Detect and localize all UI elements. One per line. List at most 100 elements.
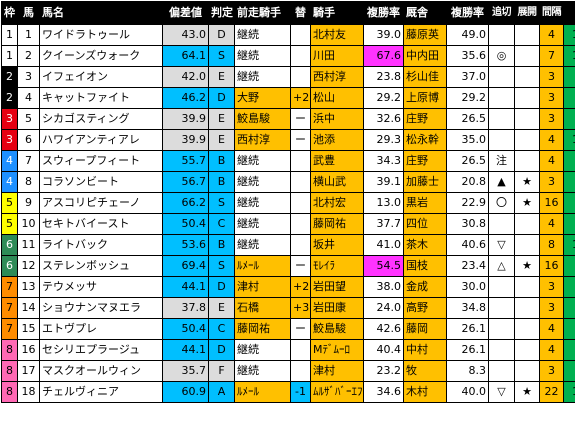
- jockey-rate: 29.2: [363, 87, 404, 109]
- jockey-name: ﾑﾙｻﾞﾊﾞｰｴﾌ: [310, 381, 364, 403]
- up-value: 7: [563, 192, 575, 214]
- jockey-rate: 29.3: [363, 129, 404, 151]
- header-jockey: 騎手: [310, 1, 364, 25]
- horse-number: 16: [17, 339, 40, 361]
- horse-name: アスコリピチェーノ: [39, 192, 163, 214]
- up-value: 5: [563, 87, 575, 109]
- jockey-change: [290, 66, 311, 88]
- tenkai-mark: [514, 108, 540, 130]
- tsuikiri-mark: [488, 108, 515, 130]
- prev-jockey: 継続: [234, 45, 291, 67]
- trainer-name: 牧: [403, 360, 447, 382]
- prev-jockey: 鮫島駿: [234, 108, 291, 130]
- up-value: 17: [563, 234, 575, 256]
- interval: 16: [539, 192, 564, 214]
- tsuikiri-mark: ◎: [488, 45, 515, 67]
- trainer-name: 杉山佳: [403, 66, 447, 88]
- waku-cell: 7: [1, 276, 18, 298]
- jockey-change: ー: [290, 108, 311, 130]
- trainer-rate: 22.9: [446, 192, 489, 214]
- tsuikiri-mark: ▽: [488, 381, 515, 403]
- tenkai-mark: ★: [514, 255, 540, 277]
- jockey-name: 北村友: [310, 24, 364, 46]
- jockey-rate: 32.6: [363, 108, 404, 130]
- trainer-name: 加藤士: [403, 171, 447, 193]
- trainer-name: 松永幹: [403, 129, 447, 151]
- grade: E: [208, 66, 235, 88]
- waku-cell: 3: [1, 108, 18, 130]
- waku-cell: 6: [1, 255, 18, 277]
- tenkai-mark: [514, 297, 540, 319]
- jockey-change: -1: [290, 381, 311, 403]
- waku-cell: 7: [1, 318, 18, 340]
- horse-name: セキトバイースト: [39, 213, 163, 235]
- trainer-rate: 34.8: [446, 297, 489, 319]
- tsuikiri-mark: [488, 276, 515, 298]
- interval: 4: [539, 24, 564, 46]
- trainer-rate: 26.5: [446, 108, 489, 130]
- header-row: 枠 馬 馬名 偏差値 判定 前走騎手 替 騎手 複勝率 厩舎 複勝率 追切 展開…: [1, 1, 575, 25]
- horse-name: クイーンズウォーク: [39, 45, 163, 67]
- tenkai-mark: [514, 129, 540, 151]
- table-row: 8 18 チェルヴィニア 60.9 A ﾙﾒｰﾙ -1 ﾑﾙｻﾞﾊﾞｰｴﾌ 34.6 木村 40.0…: [1, 381, 575, 403]
- jockey-name: 西村淳: [310, 66, 364, 88]
- header-tenkai: 展開: [514, 1, 540, 25]
- prev-jockey: ﾙﾒｰﾙ: [234, 255, 291, 277]
- waku-cell: 2: [1, 66, 18, 88]
- tsuikiri-mark: 注: [488, 150, 515, 172]
- interval: 3: [539, 108, 564, 130]
- trainer-name: 国枝: [403, 255, 447, 277]
- header-num: 馬: [17, 1, 40, 25]
- horse-name: ワイドラトゥール: [39, 24, 163, 46]
- waku-cell: 3: [1, 129, 18, 151]
- jockey-change: +2: [290, 87, 311, 109]
- jockey-rate: 54.5: [363, 255, 404, 277]
- jockey-change: [290, 339, 311, 361]
- trainer-name: 藤原英: [403, 24, 447, 46]
- horse-name: コラソンビート: [39, 171, 163, 193]
- prev-jockey: 継続: [234, 24, 291, 46]
- jockey-rate: 39.0: [363, 24, 404, 46]
- trainer-rate: 29.2: [446, 87, 489, 109]
- tsuikiri-mark: [488, 66, 515, 88]
- prev-jockey: 継続: [234, 213, 291, 235]
- up-value: 12: [563, 24, 575, 46]
- header-prev-jockey: 前走騎手: [234, 1, 291, 25]
- jockey-name: 川田: [310, 45, 364, 67]
- grade: D: [208, 339, 235, 361]
- deviation-value: 50.4: [162, 213, 209, 235]
- trainer-rate: 23.4: [446, 255, 489, 277]
- trainer-rate: 35.0: [446, 129, 489, 151]
- waku-cell: 4: [1, 171, 18, 193]
- deviation-value: 60.9: [162, 381, 209, 403]
- header-jockey-rate: 複勝率: [363, 1, 404, 25]
- up-value: 5: [563, 360, 575, 382]
- tsuikiri-mark: [488, 318, 515, 340]
- horse-number: 8: [17, 171, 40, 193]
- header-tsuikiri: 追切: [488, 1, 515, 25]
- horse-number: 12: [17, 255, 40, 277]
- jockey-rate: 34.6: [363, 381, 404, 403]
- trainer-name: 中村: [403, 339, 447, 361]
- jockey-name: 浜中: [310, 108, 364, 130]
- interval: 4: [539, 213, 564, 235]
- header-name: 馬名: [39, 1, 163, 25]
- tenkai-mark: [514, 234, 540, 256]
- jockey-name: 津村: [310, 360, 364, 382]
- interval: 16: [539, 255, 564, 277]
- jockey-rate: 41.0: [363, 234, 404, 256]
- interval: 3: [539, 171, 564, 193]
- tsuikiri-mark: [488, 297, 515, 319]
- grade: E: [208, 108, 235, 130]
- horse-number: 7: [17, 150, 40, 172]
- prev-jockey: 継続: [234, 192, 291, 214]
- tenkai-mark: [514, 87, 540, 109]
- deviation-value: 56.7: [162, 171, 209, 193]
- jockey-change: ー: [290, 255, 311, 277]
- trainer-name: 庄野: [403, 108, 447, 130]
- grade: C: [208, 213, 235, 235]
